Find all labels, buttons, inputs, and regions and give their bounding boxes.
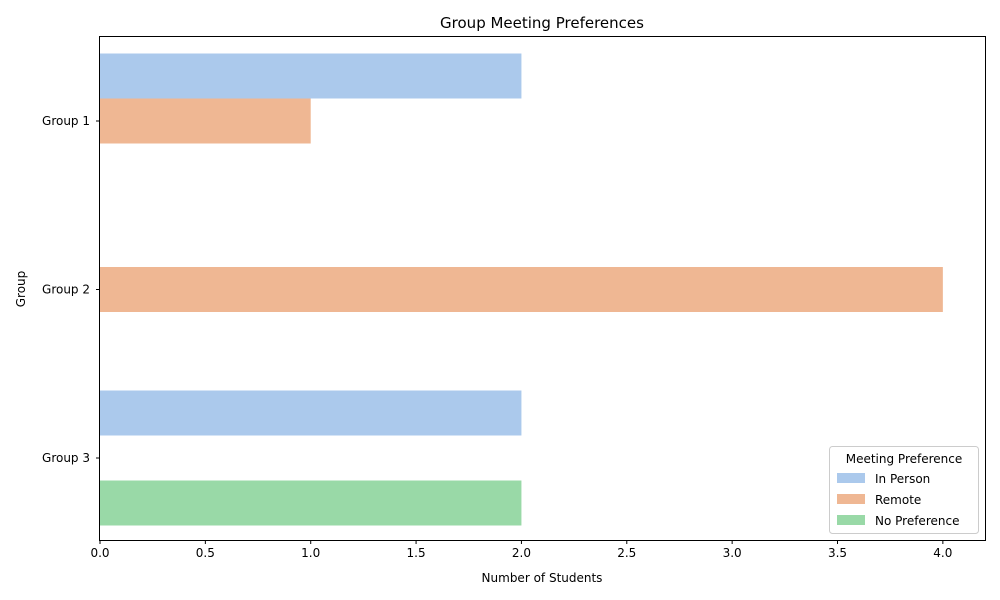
x-tick-label: 2.5 bbox=[617, 546, 636, 560]
legend-title: Meeting Preference bbox=[846, 452, 963, 466]
x-tick-label: 3.5 bbox=[828, 546, 847, 560]
bar-in-person-group-1 bbox=[100, 53, 522, 99]
y-tick-label: Group 3 bbox=[42, 451, 90, 465]
legend: Meeting Preference In Person Remote No Pre… bbox=[829, 446, 979, 534]
x-tick-label: 1.0 bbox=[301, 546, 320, 560]
x-tick-label: 3.0 bbox=[723, 546, 742, 560]
x-tick-label: 1.5 bbox=[407, 546, 426, 560]
x-tick-label: 2.0 bbox=[512, 546, 531, 560]
x-tick-label: 4.0 bbox=[933, 546, 952, 560]
legend-swatch bbox=[837, 515, 865, 525]
legend-box bbox=[829, 446, 979, 534]
legend-items: In Person Remote No Preference bbox=[837, 472, 959, 528]
y-axis: Group 1 Group 2 Group 3 bbox=[42, 114, 100, 465]
x-tick-label: 0.5 bbox=[196, 546, 215, 560]
chart-title: Group Meeting Preferences bbox=[440, 14, 644, 32]
bar-remote-group-1 bbox=[100, 98, 311, 144]
x-axis: 0.0 0.5 1.0 1.5 2.0 2.5 3.0 3.5 4.0 bbox=[90, 540, 952, 560]
y-tick-label: Group 1 bbox=[42, 114, 90, 128]
legend-swatch bbox=[837, 473, 865, 483]
bar-no-preference-group-3 bbox=[100, 480, 522, 526]
legend-label: Remote bbox=[875, 493, 921, 507]
x-axis-title: Number of Students bbox=[482, 571, 603, 585]
x-tick-label: 0.0 bbox=[90, 546, 109, 560]
y-axis-title: Group bbox=[14, 271, 28, 308]
bar-remote-group-2 bbox=[100, 267, 943, 312]
legend-label: No Preference bbox=[875, 514, 959, 528]
y-tick-label: Group 2 bbox=[42, 283, 90, 297]
legend-label: In Person bbox=[875, 472, 930, 486]
bars-layer bbox=[100, 53, 943, 526]
legend-swatch bbox=[837, 494, 865, 504]
bar-in-person-group-3 bbox=[100, 390, 522, 436]
plot-area-frame bbox=[99, 36, 986, 541]
